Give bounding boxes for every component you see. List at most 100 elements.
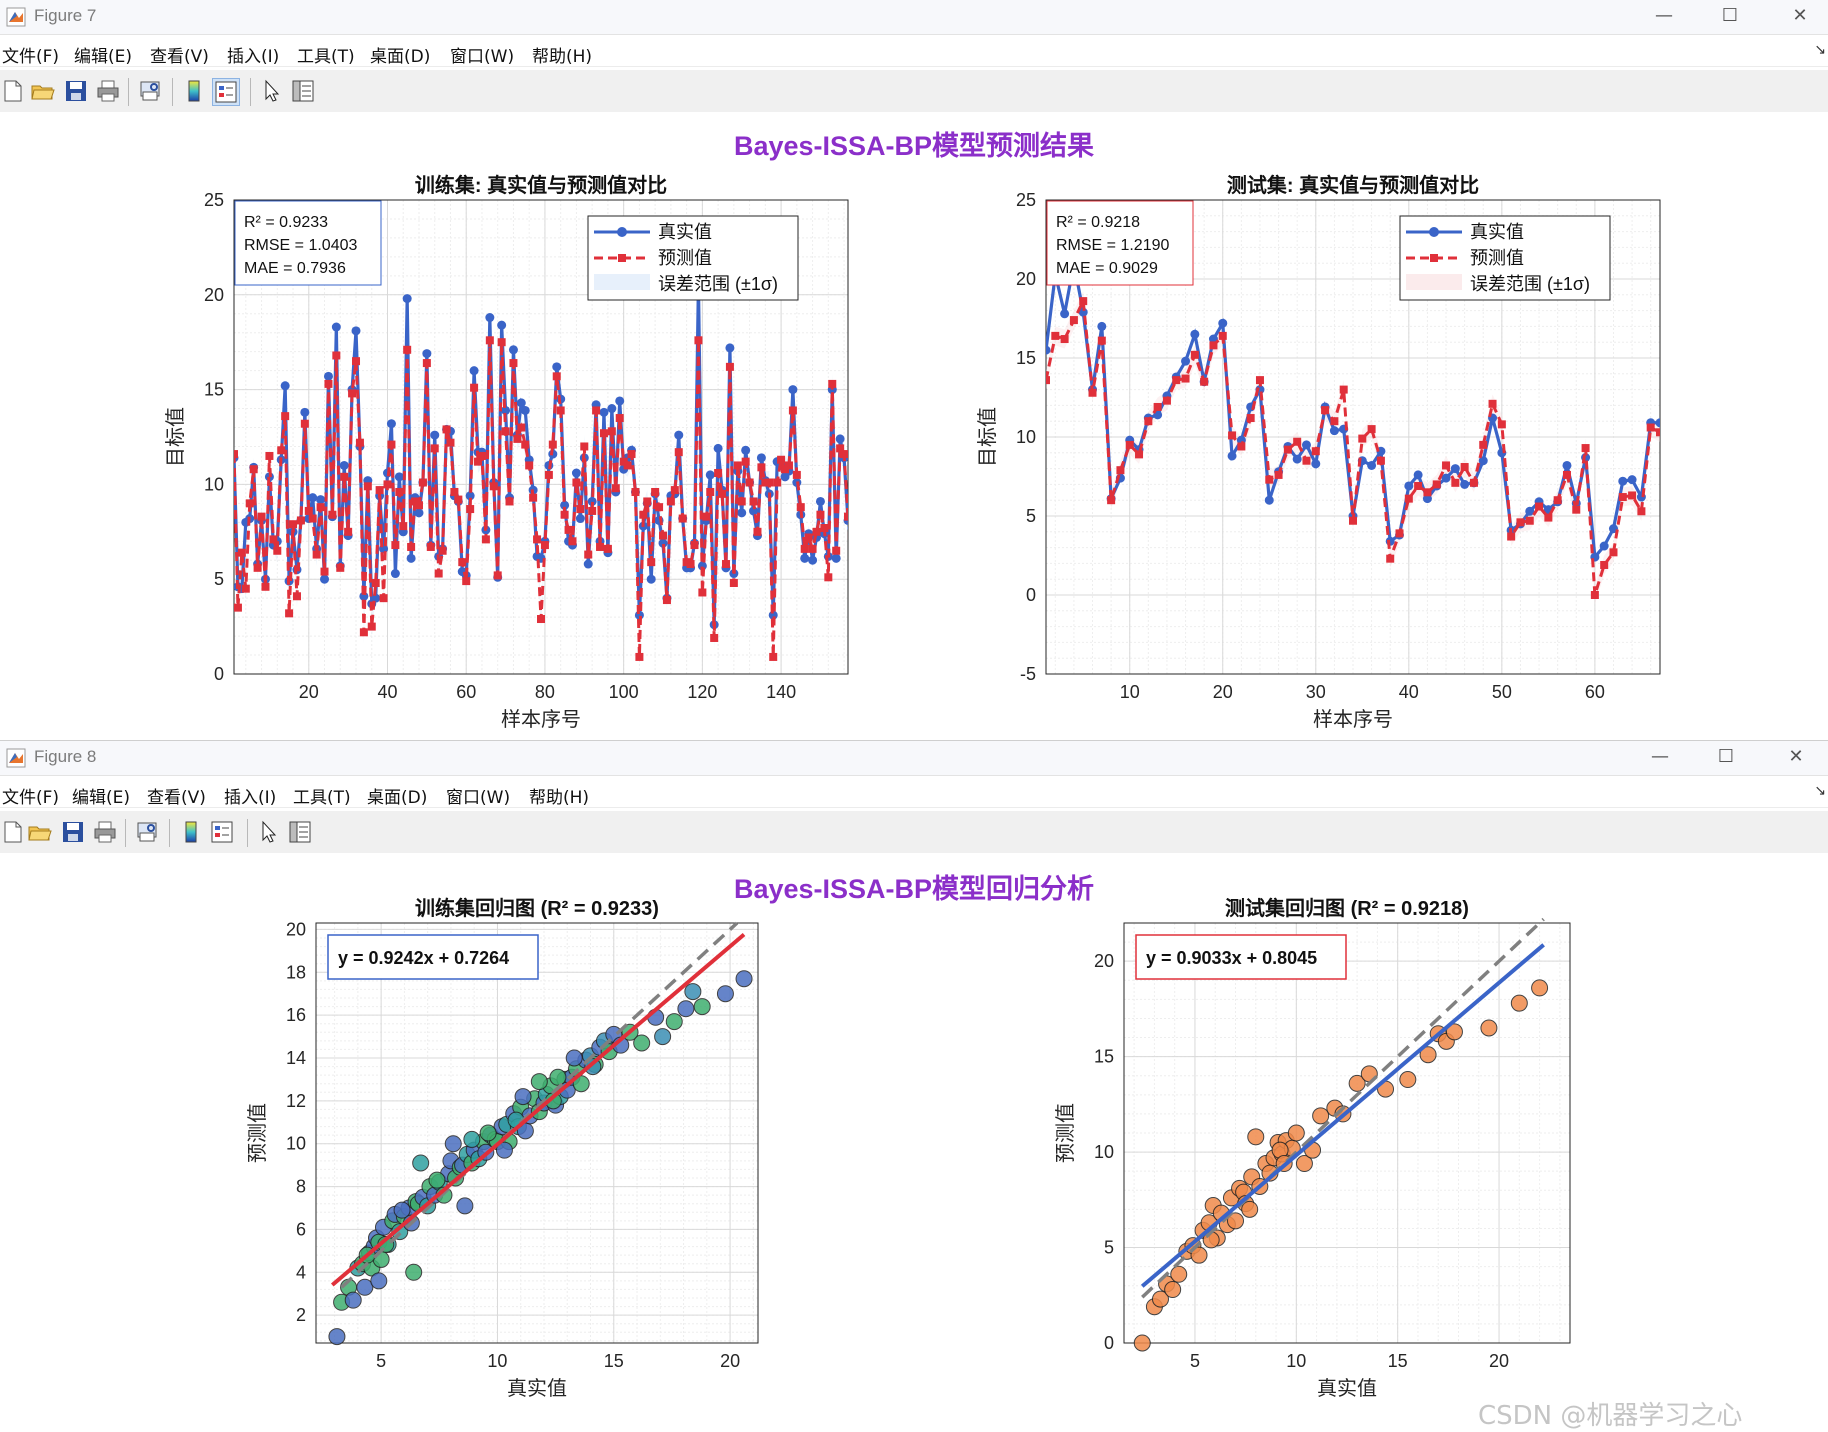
train-line-actual-point [501, 405, 511, 415]
test-scatter-data-point [1247, 1128, 1265, 1146]
menu-desktop[interactable]: 桌面(D) [367, 788, 428, 808]
test-line-y-tick-label: 25 [1016, 190, 1036, 210]
train-line-actual-point [331, 322, 341, 332]
menu-tools[interactable]: 工具(T) [293, 788, 351, 808]
test-line-predicted-point [1097, 336, 1106, 345]
test-line-title: 测试集: 真实值与预测值对比 [1227, 173, 1479, 197]
menu-window[interactable]: 窗口(W) [446, 788, 511, 808]
train-line-actual-point [508, 345, 518, 355]
train-line-predicted-point [418, 478, 427, 487]
test-line-actual-point [1190, 329, 1200, 339]
figure8-window: Figure 8 — ☐ ✕ 文件(F) 编辑(E) 查看(V) 插入(I) 工… [0, 740, 1828, 1431]
test-line-predicted-point [1600, 560, 1609, 569]
menu-view[interactable]: 查看(V) [150, 47, 209, 67]
maximize-button[interactable]: ☐ [1717, 746, 1735, 767]
print-icon[interactable] [95, 78, 121, 104]
test-line-actual-point [1655, 418, 1660, 428]
train-line-predicted-point [714, 469, 723, 478]
train-line-predicted-point [804, 533, 813, 542]
menu-insert[interactable]: 插入(I) [227, 47, 280, 67]
print-preview-icon[interactable] [134, 819, 160, 845]
new-file-icon[interactable] [0, 78, 26, 104]
train-line-actual-point [402, 294, 412, 304]
legend-icon[interactable] [212, 78, 240, 106]
test-line-predicted-point [1432, 480, 1441, 489]
menu-window[interactable]: 窗口(W) [450, 47, 515, 67]
test-line-predicted-point [1200, 377, 1209, 386]
menu-file[interactable]: 文件(F) [2, 47, 60, 67]
menu-help[interactable]: 帮助(H) [529, 788, 590, 808]
train-scatter-y-tick-label: 12 [286, 1091, 306, 1111]
pointer-icon[interactable] [256, 819, 282, 845]
train-line-actual-point [808, 555, 818, 565]
train-line-predicted-point [352, 357, 361, 366]
property-editor-icon[interactable] [290, 78, 316, 104]
train-scatter-data-point [549, 1068, 567, 1086]
open-folder-icon[interactable] [30, 78, 56, 104]
maximize-button[interactable]: ☐ [1721, 5, 1739, 26]
menu-edit[interactable]: 编辑(E) [72, 788, 131, 808]
test-line-predicted-point [1051, 331, 1060, 340]
train-line-legend-actual-marker [617, 227, 627, 237]
minimize-button[interactable]: — [1651, 746, 1669, 767]
toolbar-separator [250, 78, 251, 106]
legend-icon[interactable] [209, 819, 235, 845]
property-editor-icon[interactable] [287, 819, 313, 845]
train-line-actual-point [615, 396, 625, 406]
test-line-predicted-point [1637, 507, 1646, 516]
test-scatter-data-point [1133, 1334, 1151, 1352]
test-scatter-x-tick-label: 15 [1388, 1351, 1408, 1371]
train-line-predicted-point [552, 372, 561, 381]
save-icon[interactable] [60, 819, 86, 845]
train-line-predicted-point [588, 506, 597, 515]
print-icon[interactable] [92, 819, 118, 845]
train-line-predicted-point [765, 478, 774, 487]
train-line-y-tick-label: 10 [204, 474, 224, 494]
toolbar-separator [247, 819, 248, 847]
menu-insert[interactable]: 插入(I) [224, 788, 277, 808]
train-scatter-y-tick-label: 4 [296, 1262, 306, 1282]
train-line-predicted-point [245, 499, 254, 508]
train-line-predicted-point [599, 429, 608, 438]
colorbar-icon[interactable] [181, 78, 207, 104]
open-folder-icon[interactable] [27, 819, 53, 845]
test-scatter-data-point [1510, 994, 1528, 1012]
train-line-predicted-point [694, 336, 703, 345]
train-line-predicted-point [407, 542, 416, 551]
close-button[interactable]: ✕ [1792, 5, 1808, 26]
train-line-actual-point [516, 398, 526, 408]
menu-file[interactable]: 文件(F) [2, 788, 60, 808]
train-line-predicted-point [603, 544, 612, 553]
train-line-predicted-point [828, 379, 837, 388]
train-line-predicted-point [852, 424, 860, 432]
test-line-actual-point [1227, 451, 1237, 461]
test-scatter-axes-box [1123, 922, 1571, 1344]
print-preview-icon[interactable] [137, 78, 163, 104]
train-line-metric-text: MAE = 0.7936 [244, 260, 346, 277]
close-button[interactable]: ✕ [1788, 746, 1804, 767]
dock-arrow-icon[interactable]: ↘ [1814, 42, 1826, 58]
test-scatter-equation-frame [1135, 934, 1347, 980]
train-line-actual-point [339, 460, 349, 470]
menu-view[interactable]: 查看(V) [147, 788, 206, 808]
test-line-predicted-point [1646, 423, 1655, 432]
menu-desktop[interactable]: 桌面(D) [370, 47, 431, 67]
dock-arrow-icon[interactable]: ↘ [1814, 783, 1826, 799]
colorbar-icon[interactable] [178, 819, 204, 845]
minimize-button[interactable]: — [1655, 5, 1673, 26]
train-scatter-data-point [633, 1034, 651, 1052]
new-file-icon[interactable] [0, 819, 26, 845]
test-line-predicted-point [1618, 493, 1627, 502]
menu-tools[interactable]: 工具(T) [297, 47, 355, 67]
train-line-predicted-point [344, 527, 353, 536]
save-icon[interactable] [63, 78, 89, 104]
menu-edit[interactable]: 编辑(E) [74, 47, 133, 67]
test-line-ylabel: 目标值 [976, 407, 999, 467]
menu-help[interactable]: 帮助(H) [532, 47, 593, 67]
pointer-icon[interactable] [259, 78, 285, 104]
test-line-predicted-point [1376, 456, 1385, 465]
train-line-predicted-point [336, 563, 345, 572]
train-line-predicted-point [328, 510, 337, 519]
train-line-actual-point [552, 362, 562, 372]
train-scatter-axes-box [315, 922, 759, 1344]
